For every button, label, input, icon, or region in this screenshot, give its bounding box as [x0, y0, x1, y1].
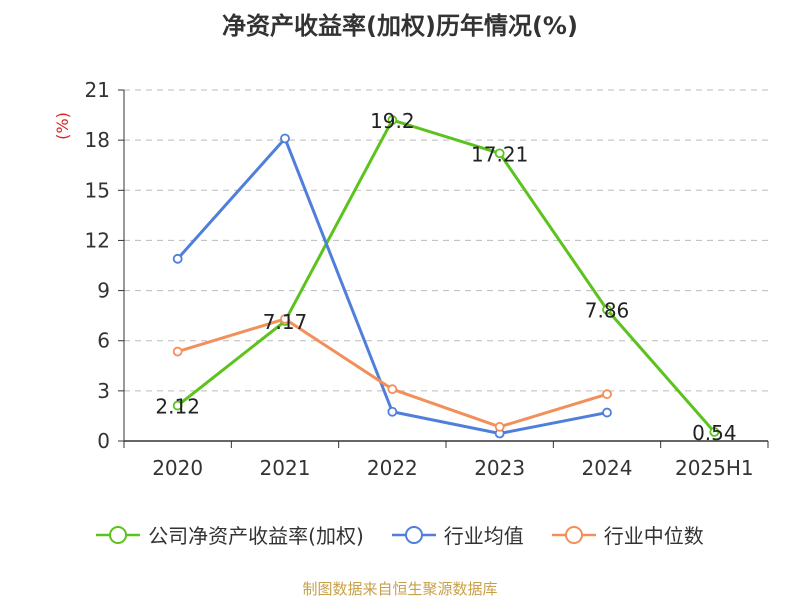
- y-axis-label: (%): [53, 112, 72, 140]
- data-label: 7.86: [585, 299, 630, 323]
- legend-label: 行业均值: [443, 524, 524, 548]
- data-point: [172, 253, 183, 264]
- label-layer: 2.12 7.17 19.2 17.21 7.86 0.54: [155, 109, 736, 445]
- data-point: [280, 314, 290, 324]
- data-point: [709, 427, 720, 437]
- y-tick-label: 9: [97, 279, 110, 303]
- series-layer: [172, 115, 720, 439]
- x-tick-label: 2023: [474, 456, 525, 480]
- axis-layer: 0 3 6 9 12 15 18 21 (%) 2020 2021 2022 2023 2024 2025H…: [53, 78, 769, 480]
- x-tick-label: 2025H1: [675, 456, 754, 480]
- data-label: 17.21: [471, 142, 528, 166]
- chart-title: 净资产收益率(加权)历年情况(%): [222, 12, 578, 40]
- legend-item: 公司净资产收益率(加权): [96, 520, 364, 549]
- data-point: [280, 133, 290, 144]
- data-label: 19.2: [370, 109, 415, 133]
- legend: 公司净资产收益率(加权) 行业均值 行业中位数: [0, 520, 800, 549]
- data-point: [602, 304, 612, 315]
- data-label: 7.17: [263, 310, 308, 334]
- data-point: [387, 115, 398, 125]
- data-point: [387, 384, 398, 395]
- legend-item: 行业中位数: [551, 520, 704, 549]
- x-tick-label: 2022: [367, 456, 418, 480]
- data-label: 2.12: [155, 395, 200, 419]
- data-point: [494, 148, 505, 159]
- x-tick-label: 2021: [260, 456, 311, 480]
- grid-layer: [124, 89, 768, 392]
- data-point: [602, 389, 612, 400]
- y-tick-label: 6: [97, 329, 110, 353]
- legend-swatch: [96, 525, 141, 544]
- data-label: 0.54: [692, 421, 737, 445]
- data-point: [172, 400, 183, 411]
- data-point: [172, 346, 183, 357]
- legend-item: 行业均值: [391, 520, 524, 549]
- legend-label: 公司净资产收益率(加权): [148, 524, 364, 548]
- y-tick-label: 12: [85, 228, 110, 252]
- x-tick-label: 2024: [582, 456, 633, 480]
- data-point: [387, 406, 398, 417]
- y-tick-label: 21: [85, 78, 110, 102]
- legend-swatch: [551, 525, 596, 544]
- data-point: [494, 421, 505, 432]
- data-point: [602, 407, 612, 418]
- y-tick-label: 0: [97, 429, 110, 453]
- source-note: 制图数据来自恒生聚源数据库: [302, 580, 498, 598]
- y-tick-label: 18: [85, 128, 110, 152]
- legend-swatch: [391, 525, 436, 544]
- series-line-0: [176, 118, 716, 433]
- y-tick-label: 3: [97, 379, 110, 403]
- legend-label: 行业中位数: [603, 524, 704, 548]
- x-tick-label: 2020: [152, 456, 203, 480]
- y-tick-label: 15: [85, 178, 110, 202]
